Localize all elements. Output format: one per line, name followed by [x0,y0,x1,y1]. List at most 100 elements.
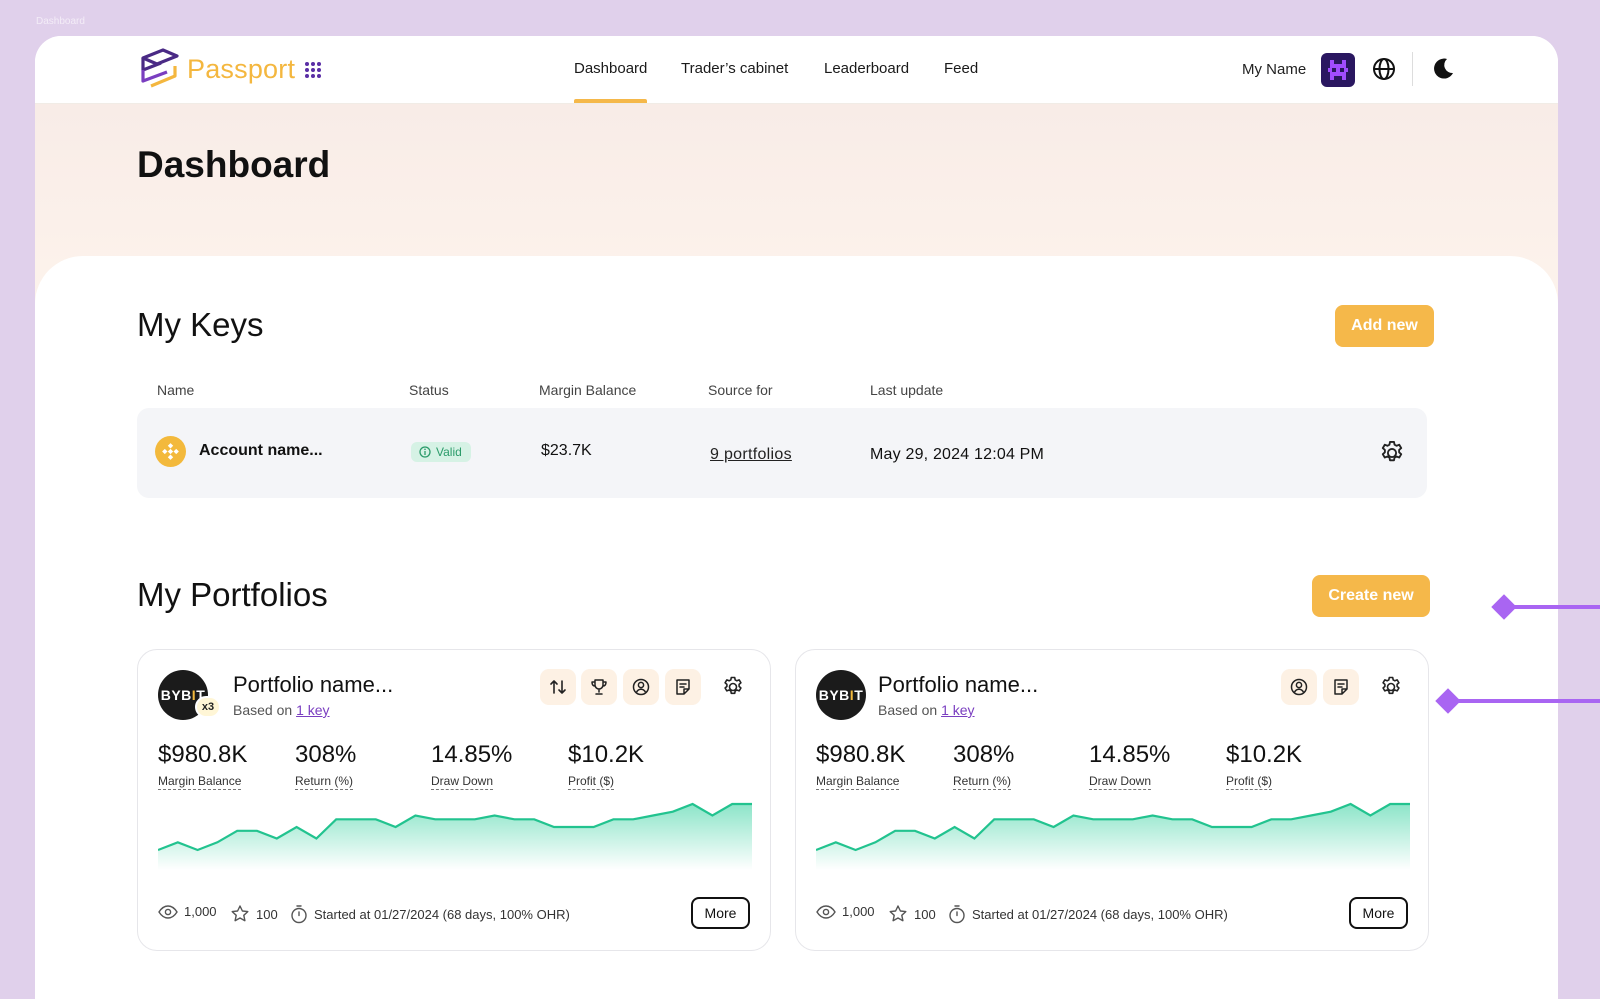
based-on-label: Based on [878,702,938,718]
drawdown-metric: 14.85% [1089,741,1171,768]
profit-label[interactable]: Profit ($) [568,774,615,790]
started-text: Started at 01/27/2024 (68 days, 100% OHR… [314,906,570,922]
gear-icon [1381,440,1403,462]
passport-logo[interactable]: Passport [137,48,295,90]
column-header-last-update: Last update [870,382,944,398]
portfolio-card: BYB I T Portfolio name... Based on 1 key [795,649,1429,951]
column-header-status: Status [409,382,449,398]
user-badge-icon [632,678,650,696]
views-count: 1,000 [816,904,875,919]
margin-balance-value: $23.7K [541,442,592,459]
bybit-logo: BYB I T [158,670,208,720]
return-metric: 308% [953,741,1015,768]
portfolio-card: BYB I T x3 Portfolio name... Based on 1 ke… [137,649,771,951]
nav-traders-cabinet[interactable]: Trader’s cabinet [681,60,789,77]
create-new-button[interactable]: Create new [1312,575,1430,617]
based-on-key-link[interactable]: 1 key [941,702,975,718]
nav-divider [1412,52,1413,86]
my-keys-heading: My Keys [137,306,264,343]
gear-icon [1382,676,1400,695]
top-navigation: Passport Dashboard Trader’s cabinet Lead… [35,36,1558,104]
drawdown-label[interactable]: Draw Down [431,774,494,790]
leaderboard-button[interactable] [581,669,617,705]
stars-count[interactable]: 100 [230,904,278,924]
started-text: Started at 01/27/2024 (68 days, 100% OHR… [972,906,1228,922]
profit-metric: $10.2K [1226,741,1303,768]
return-label[interactable]: Return (%) [953,774,1012,790]
sparkline-line [816,802,1410,852]
nav-feed[interactable]: Feed [944,60,979,77]
annotation-line [1505,605,1600,609]
trophy-icon [591,679,607,695]
profile-button[interactable] [623,669,659,705]
portfolio-name: Portfolio name... [233,672,394,697]
binance-icon [155,436,186,467]
margin-balance-label[interactable]: Margin Balance [816,774,900,790]
nav-leaderboard[interactable]: Leaderboard [824,60,910,77]
nav-dashboard[interactable]: Dashboard [574,60,648,77]
page-title: Dashboard [137,144,331,185]
column-header-margin-balance: Margin Balance [539,382,637,398]
notes-button[interactable] [665,669,701,705]
return-metric: 308% [295,741,357,768]
performance-sparkline [158,802,752,870]
sort-button[interactable] [540,669,576,705]
started-info: Started at 01/27/2024 (68 days, 100% OHR… [948,904,1228,924]
started-info: Started at 01/27/2024 (68 days, 100% OHR… [290,904,570,924]
stars-count[interactable]: 100 [888,904,936,924]
column-header-source-for: Source for [708,382,773,398]
frame-label: Dashboard [36,16,85,27]
profit-label[interactable]: Profit ($) [1226,774,1273,790]
column-header-name: Name [157,382,195,398]
more-button[interactable]: More [691,897,750,929]
margin-balance-label[interactable]: Margin Balance [158,774,242,790]
views-value: 1,000 [184,904,217,919]
return-label[interactable]: Return (%) [295,774,354,790]
active-tab-indicator [574,99,647,103]
eye-icon [816,904,836,919]
portfolio-settings-button[interactable] [720,674,746,700]
source-portfolios-link[interactable]: 9 portfolios [710,446,792,463]
more-button[interactable]: More [1349,897,1408,929]
based-on-text: Based on 1 key [233,702,330,718]
drawdown-metric: 14.85% [431,741,513,768]
user-name[interactable]: My Name [1242,61,1307,78]
my-portfolios-heading: My Portfolios [137,576,328,613]
bybit-logo: BYB I T [816,670,866,720]
document-icon [676,679,690,695]
notes-button[interactable] [1323,669,1359,705]
annotation-line [1449,699,1600,703]
apps-grid-icon[interactable] [304,61,322,79]
sparkline-line [158,802,752,852]
key-settings-button[interactable] [1377,438,1407,468]
moon-icon[interactable] [1430,56,1456,82]
sparkline-area [158,804,752,870]
views-count: 1,000 [158,904,217,919]
brand-name: Passport [187,53,296,84]
stars-value: 100 [256,906,278,922]
globe-icon[interactable] [1372,57,1396,81]
app-window: Passport Dashboard Trader’s cabinet Lead… [35,36,1558,999]
content-panel: My Keys Add new Name Status Margin Balan… [35,256,1558,999]
profit-metric: $10.2K [568,741,645,768]
drawdown-label[interactable]: Draw Down [1089,774,1152,790]
eye-icon [158,904,178,919]
account-name: Account name... [199,442,323,459]
profile-button[interactable] [1281,669,1317,705]
stopwatch-icon [291,905,307,924]
portfolio-settings-button[interactable] [1378,674,1404,700]
table-row[interactable]: Account name... Valid $23.7K 9 portfolio… [137,408,1427,498]
user-badge-icon [1290,678,1308,696]
avatar[interactable] [1321,53,1355,87]
add-new-button[interactable]: Add new [1335,305,1434,347]
status-badge-label: Valid [436,445,462,459]
sparkline-area [816,804,1410,870]
info-icon [419,446,431,458]
status-badge: Valid [411,442,471,462]
margin-balance-metric: $980.8K [816,741,906,768]
star-icon [889,905,907,922]
document-icon [1334,679,1348,695]
based-on-key-link[interactable]: 1 key [296,702,330,718]
multiplier-badge: x3 [195,696,221,718]
stopwatch-icon [949,905,965,924]
